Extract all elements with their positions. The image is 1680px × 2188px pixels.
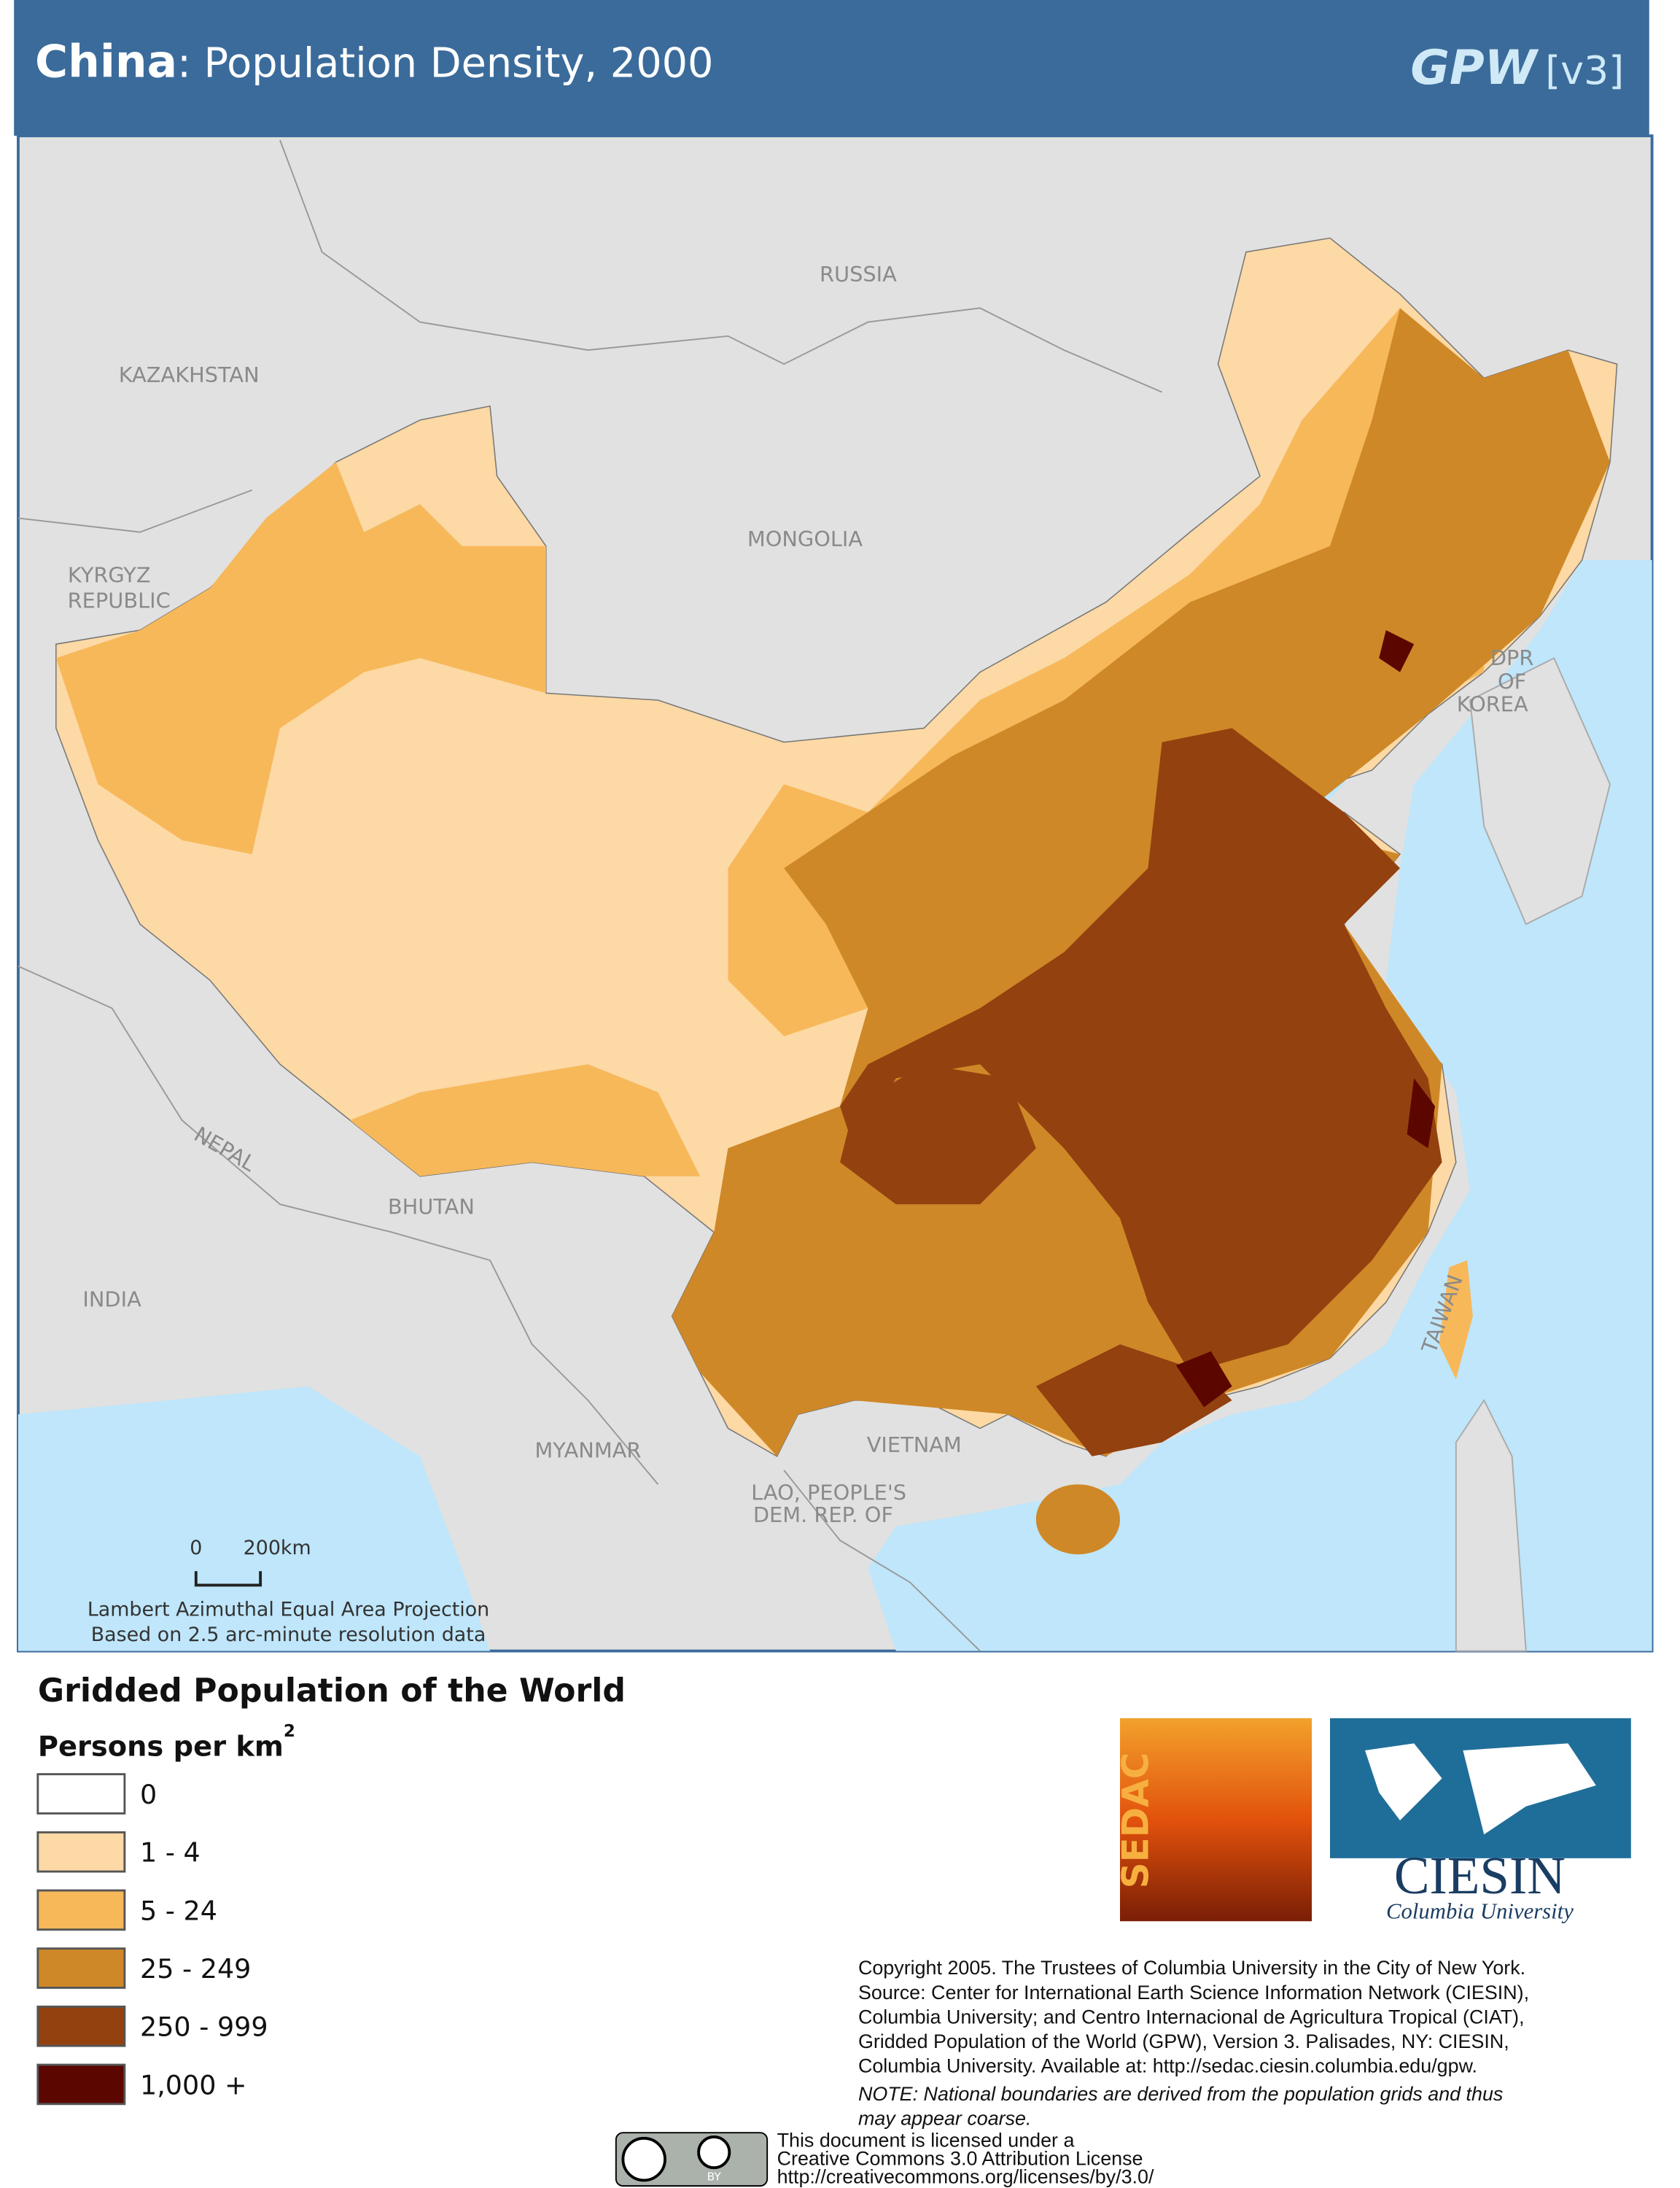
country-label: MONGOLIA bbox=[747, 527, 863, 551]
sedac-text: SEDAC bbox=[1114, 1753, 1156, 1889]
unit: Persons per km bbox=[38, 1731, 284, 1764]
resolution: Based on 2.5 arc-minute resolution data bbox=[91, 1623, 486, 1646]
legend-label: 0 bbox=[140, 1779, 157, 1810]
country-label: LAO, PEOPLE'S bbox=[751, 1480, 906, 1505]
scale-bar bbox=[194, 1571, 262, 1587]
country-label: OF bbox=[1498, 670, 1526, 694]
legend-label: 5 - 24 bbox=[140, 1895, 217, 1926]
legend-label: 25 - 249 bbox=[140, 1953, 251, 1985]
map: RUSSIA KAZAKHSTAN MONGOLIA KYRGYZ REPUBL… bbox=[17, 134, 1654, 1653]
sedac-logo bbox=[1120, 1718, 1312, 1922]
projection: Lambert Azimuthal Equal Area Projection bbox=[88, 1599, 489, 1621]
note-line: may appear coarse. bbox=[858, 2108, 1032, 2130]
legend-label: 1 - 4 bbox=[140, 1837, 201, 1869]
country-label: MYANMAR bbox=[534, 1438, 641, 1463]
credit-line: Source: Center for International Earth S… bbox=[858, 1982, 1529, 2003]
legend-swatch bbox=[36, 2005, 126, 2047]
ciesin-text: CIESIN bbox=[1394, 1846, 1566, 1905]
legend-swatch bbox=[36, 1773, 126, 1815]
country-label: KOREA bbox=[1457, 691, 1528, 716]
philippines bbox=[1455, 1399, 1527, 1652]
credit-line: Gridded Population of the World (GPW), V… bbox=[858, 2030, 1509, 2052]
border bbox=[279, 139, 1162, 393]
taiwan-island bbox=[1439, 1260, 1473, 1380]
legend-swatch bbox=[36, 1831, 126, 1873]
density-250-999 bbox=[840, 728, 1442, 1373]
scale-end: 200km bbox=[244, 1537, 311, 1559]
density-5-24 bbox=[55, 462, 546, 855]
legend-swatch bbox=[36, 1889, 126, 1931]
world-shapes bbox=[1365, 1743, 1596, 1835]
country-label: INDIA bbox=[82, 1287, 141, 1311]
country-label: REPUBLIC bbox=[68, 588, 171, 613]
credits: Copyright 2005. The Trustees of Columbia… bbox=[777, 1957, 1529, 2187]
note-line: NOTE: National boundaries are derived fr… bbox=[858, 2083, 1503, 2105]
legend-label: 1,000 + bbox=[140, 2069, 247, 2100]
scale-start: 0 bbox=[190, 1537, 202, 1559]
legend-label: 250 - 999 bbox=[140, 2012, 268, 2043]
license-line: http://creativecommons.org/licenses/by/3… bbox=[777, 2165, 1154, 2187]
title: : Population Density, 2000 bbox=[177, 40, 713, 88]
legend-title: Gridded Population of the World bbox=[38, 1672, 626, 1710]
header-title: China: Population Density, 2000 bbox=[35, 36, 713, 88]
bay-of-bengal bbox=[18, 1386, 490, 1651]
credit-line: Copyright 2005. The Trustees of Columbia… bbox=[858, 1957, 1525, 1979]
country-label: KYRGYZ bbox=[68, 563, 151, 588]
legend-unit: Persons per km2 bbox=[38, 1722, 295, 1764]
density-1000-plus bbox=[1407, 1078, 1435, 1149]
legend: 0 1 - 4 5 - 24 25 - 249 250 - 999 1,000 + bbox=[36, 1773, 268, 2106]
country-label: KAZAKHSTAN bbox=[119, 362, 260, 387]
korea bbox=[1469, 657, 1611, 926]
country-label: VIETNAM bbox=[867, 1432, 962, 1457]
density-5-24 bbox=[350, 1064, 700, 1176]
border bbox=[18, 489, 252, 533]
border bbox=[18, 965, 659, 1485]
border bbox=[783, 1470, 981, 1652]
brand: GPW [v3] bbox=[1410, 40, 1624, 96]
country-label: DEM. REP. OF bbox=[753, 1502, 893, 1527]
license-line: Creative Commons 3.0 Attribution License bbox=[777, 2147, 1143, 2169]
hainan bbox=[1035, 1484, 1120, 1555]
legend-swatch bbox=[36, 2063, 126, 2106]
legend-swatch bbox=[36, 1947, 126, 1989]
cc-icon bbox=[621, 2136, 666, 2182]
credit-line: Columbia University. Available at: http:… bbox=[858, 2055, 1477, 2077]
density-1000-plus bbox=[1175, 1351, 1232, 1408]
license-line: This document is licensed under a bbox=[777, 2129, 1075, 2151]
by-icon bbox=[697, 2135, 731, 2170]
country-label: BHUTAN bbox=[388, 1195, 475, 1219]
country-label: RUSSIA bbox=[820, 262, 897, 287]
density-1000-plus bbox=[1379, 630, 1415, 672]
density-250-999 bbox=[840, 1064, 1036, 1205]
region-name: China bbox=[35, 36, 177, 88]
university-text: Columbia University bbox=[1386, 1898, 1574, 1923]
cc-by: BY bbox=[707, 2170, 722, 2183]
gpw: GPW bbox=[1410, 40, 1539, 96]
credit-line: Columbia University; and Centro Internac… bbox=[858, 2006, 1525, 2028]
header-bar bbox=[14, 0, 1649, 136]
version: [v3] bbox=[1545, 47, 1624, 93]
borders bbox=[18, 139, 1162, 1652]
unit-sup: 2 bbox=[284, 1722, 295, 1741]
country-label: DPR bbox=[1490, 645, 1534, 670]
